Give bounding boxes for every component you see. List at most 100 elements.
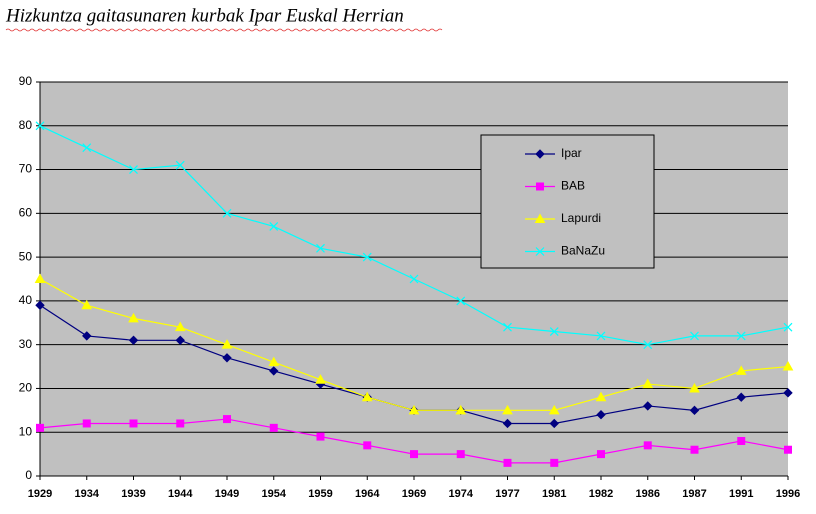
marker (783, 388, 793, 398)
marker (128, 312, 139, 323)
marker (175, 335, 185, 345)
legend-label: BaNaZu (561, 244, 605, 258)
marker (269, 423, 278, 432)
legend (480, 134, 655, 269)
marker (175, 160, 185, 170)
spellcheck-underline (5, 28, 443, 32)
y-tick-label: 0 (25, 468, 32, 482)
marker (642, 378, 654, 389)
marker (690, 331, 699, 341)
marker (536, 182, 544, 191)
marker (689, 405, 700, 416)
marker (410, 450, 418, 459)
marker (36, 423, 44, 432)
marker (736, 392, 746, 402)
y-tick-label: 40 (19, 293, 33, 307)
marker (82, 331, 92, 341)
marker (362, 252, 372, 262)
marker (503, 458, 512, 467)
marker (222, 208, 232, 218)
marker (34, 273, 46, 283)
marker (316, 243, 325, 253)
x-tick-label: 1969 (402, 488, 426, 500)
marker (82, 143, 92, 153)
marker (549, 418, 559, 429)
marker (597, 450, 605, 459)
marker (361, 391, 373, 402)
marker (221, 339, 233, 349)
marker (176, 419, 185, 428)
marker (550, 458, 559, 467)
x-tick-label: 1944 (168, 488, 193, 500)
marker (735, 365, 747, 375)
marker (81, 299, 93, 310)
marker (456, 450, 465, 459)
marker (782, 361, 794, 371)
marker (35, 121, 45, 131)
marker (316, 432, 325, 441)
x-tick-label: 1959 (308, 488, 332, 500)
marker (535, 149, 545, 159)
marker (595, 391, 607, 402)
y-tick-label: 50 (19, 249, 33, 263)
marker (128, 335, 139, 345)
y-tick-label: 10 (19, 424, 33, 438)
marker (643, 401, 653, 411)
marker (783, 322, 793, 332)
marker (535, 247, 545, 256)
marker (736, 331, 746, 341)
y-tick-label: 20 (19, 381, 33, 395)
marker (129, 165, 138, 174)
marker (363, 441, 372, 450)
x-tick-label: 1986 (636, 488, 660, 500)
marker (548, 404, 560, 415)
legend-label: Ipar (561, 146, 582, 160)
marker (534, 213, 546, 223)
y-tick-label: 80 (19, 118, 33, 132)
x-tick-label: 1974 (449, 488, 474, 500)
marker (129, 419, 138, 428)
marker (502, 418, 513, 429)
marker (269, 366, 279, 376)
y-tick-label: 30 (19, 337, 33, 351)
marker (268, 356, 280, 367)
marker (689, 382, 700, 393)
legend-label: Lapurdi (561, 211, 601, 225)
marker (596, 331, 606, 341)
legend-label: BAB (561, 179, 585, 193)
x-tick-label: 1964 (355, 488, 380, 500)
x-tick-label: 1981 (542, 488, 566, 500)
marker (784, 445, 792, 454)
marker (408, 404, 420, 415)
marker (174, 321, 186, 332)
marker (690, 445, 699, 454)
y-tick-label: 60 (19, 206, 33, 220)
marker (222, 353, 232, 363)
marker (737, 436, 746, 445)
chart-title: Hizkuntza gaitasunaren kurbak Ipar Euska… (5, 5, 404, 26)
x-tick-label: 1991 (729, 488, 753, 500)
marker (643, 441, 652, 450)
x-tick-label: 1934 (75, 488, 100, 500)
x-tick-label: 1939 (121, 488, 145, 500)
x-tick-label: 1949 (215, 488, 239, 500)
marker (409, 274, 419, 284)
x-tick-label: 1977 (495, 488, 519, 500)
marker (35, 300, 45, 310)
marker (315, 374, 326, 384)
marker (643, 340, 653, 350)
y-tick-label: 70 (19, 162, 33, 176)
x-tick-label: 1954 (262, 488, 287, 500)
marker (549, 327, 559, 336)
x-tick-label: 1996 (776, 488, 800, 500)
x-tick-label: 1982 (589, 488, 613, 500)
marker (269, 222, 279, 231)
marker (502, 404, 513, 415)
marker (456, 296, 466, 306)
x-tick-label: 1929 (28, 488, 52, 500)
marker (82, 419, 91, 428)
marker (596, 410, 606, 420)
marker (503, 322, 512, 332)
y-tick-label: 90 (19, 74, 33, 88)
marker (455, 404, 467, 415)
